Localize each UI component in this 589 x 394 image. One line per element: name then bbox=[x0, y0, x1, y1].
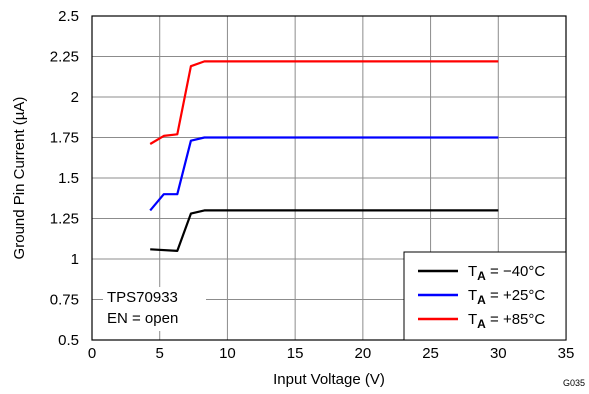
y-tick-label: 1.25 bbox=[50, 211, 79, 228]
x-tick-label: 0 bbox=[88, 345, 96, 362]
x-tick-label: 25 bbox=[422, 345, 439, 362]
y-tick-label: 2 bbox=[71, 89, 79, 106]
series-line bbox=[149, 60, 499, 145]
y-tick-label: 1 bbox=[71, 251, 79, 268]
y-tick-label: 1.75 bbox=[50, 130, 79, 147]
annotation-condition: EN = open bbox=[107, 310, 178, 327]
legend-label: TA = −40°C bbox=[468, 263, 545, 283]
y-axis-title: Ground Pin Current (µA) bbox=[11, 97, 28, 260]
x-tick-label: 30 bbox=[490, 345, 507, 362]
x-tick-label: 15 bbox=[287, 345, 304, 362]
x-tick-label: 5 bbox=[156, 345, 164, 362]
annotation-background bbox=[103, 287, 206, 331]
figure-id: G035 bbox=[563, 378, 585, 388]
y-tick-label: 0.5 bbox=[58, 332, 79, 349]
series-line bbox=[150, 209, 499, 252]
x-axis-title: Input Voltage (V) bbox=[273, 371, 385, 388]
y-tick-label: 1.5 bbox=[58, 170, 79, 187]
plot-frame bbox=[91, 15, 567, 341]
y-tick-label: 0.75 bbox=[50, 292, 79, 309]
series-line bbox=[149, 136, 499, 212]
x-tick-label: 20 bbox=[355, 345, 372, 362]
legend-label: TA = +25°C bbox=[468, 287, 545, 307]
tick-labels: 0 5 10 15 20 25 30 35 0.5 0.75 1 1.25 1.5 1.75 2 2.25 2.… bbox=[50, 8, 575, 362]
x-tick-label: 10 bbox=[219, 345, 236, 362]
legend-label: TA = +85°C bbox=[468, 311, 545, 331]
series-lines bbox=[149, 60, 499, 252]
y-tick-label: 2.5 bbox=[58, 8, 79, 25]
legend-items: TA = −40°C TA = +25°C TA = +85°C bbox=[418, 263, 545, 331]
y-tick-label: 2.25 bbox=[50, 49, 79, 66]
device-annotation: TPS70933 EN = open bbox=[103, 287, 206, 331]
x-tick-label: 35 bbox=[558, 345, 575, 362]
annotation-device: TPS70933 bbox=[107, 289, 178, 306]
legend: TA = −40°C TA = +25°C TA = +85°C bbox=[403, 251, 567, 341]
